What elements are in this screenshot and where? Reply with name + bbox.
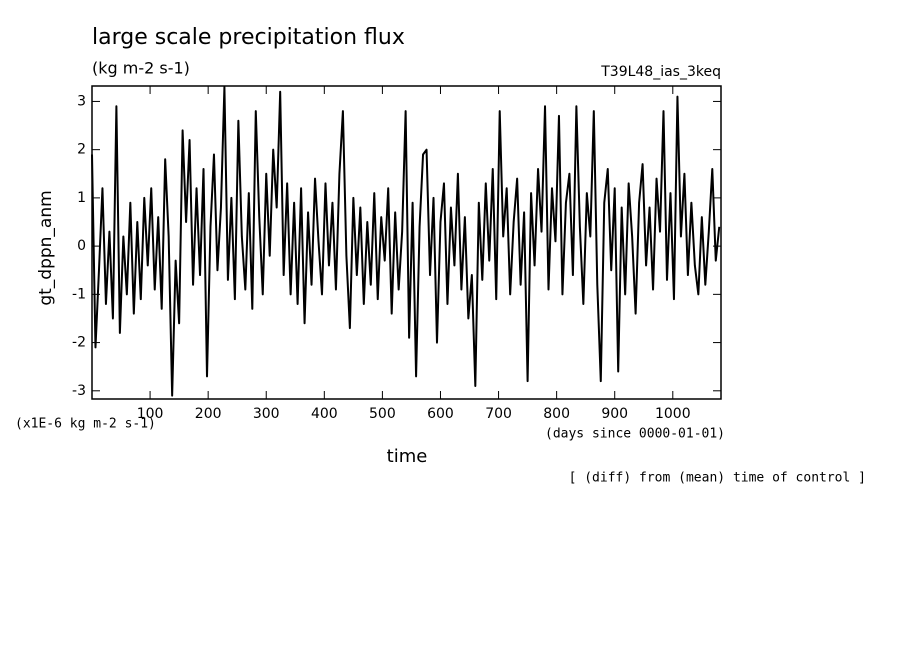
x-tick-label: 200 — [195, 406, 222, 422]
x-unit-label: (days since 0000-01-01) — [545, 427, 725, 442]
y-tick-label: -2 — [72, 335, 86, 351]
chart-title: large scale precipitation flux — [92, 25, 405, 50]
x-tick-label: 500 — [369, 406, 396, 422]
x-tick-label: 400 — [311, 406, 338, 422]
x-tick-label: 1000 — [655, 406, 691, 422]
y-tick-label: 0 — [77, 238, 86, 254]
y-unit-label: (x1E-6 kg m-2 s-1) — [15, 417, 156, 432]
note: [ (diff) from (mean) time of control ] — [569, 471, 866, 486]
x-axis-label: time — [387, 446, 428, 467]
chart-subtitle: (kg m-2 s-1) — [92, 59, 190, 78]
run-label: T39L48_ias_3keq — [600, 64, 721, 80]
x-tick-label: 300 — [253, 406, 280, 422]
y-tick-label: 1 — [77, 190, 86, 206]
x-tick-label: 600 — [427, 406, 454, 422]
plot-frame — [91, 85, 722, 400]
y-tick-label: 2 — [77, 142, 86, 158]
x-tick-label: 100 — [137, 406, 164, 422]
x-tick-label: 800 — [543, 406, 570, 422]
y-tick-label: -3 — [72, 383, 86, 399]
x-tick-label: 700 — [485, 406, 512, 422]
y-tick-label: -1 — [72, 286, 86, 302]
y-tick-label: 3 — [77, 93, 86, 109]
x-tick-label: 900 — [601, 406, 628, 422]
y-axis-label: gt_dppn_anm — [36, 190, 56, 305]
data-line — [91, 85, 721, 397]
